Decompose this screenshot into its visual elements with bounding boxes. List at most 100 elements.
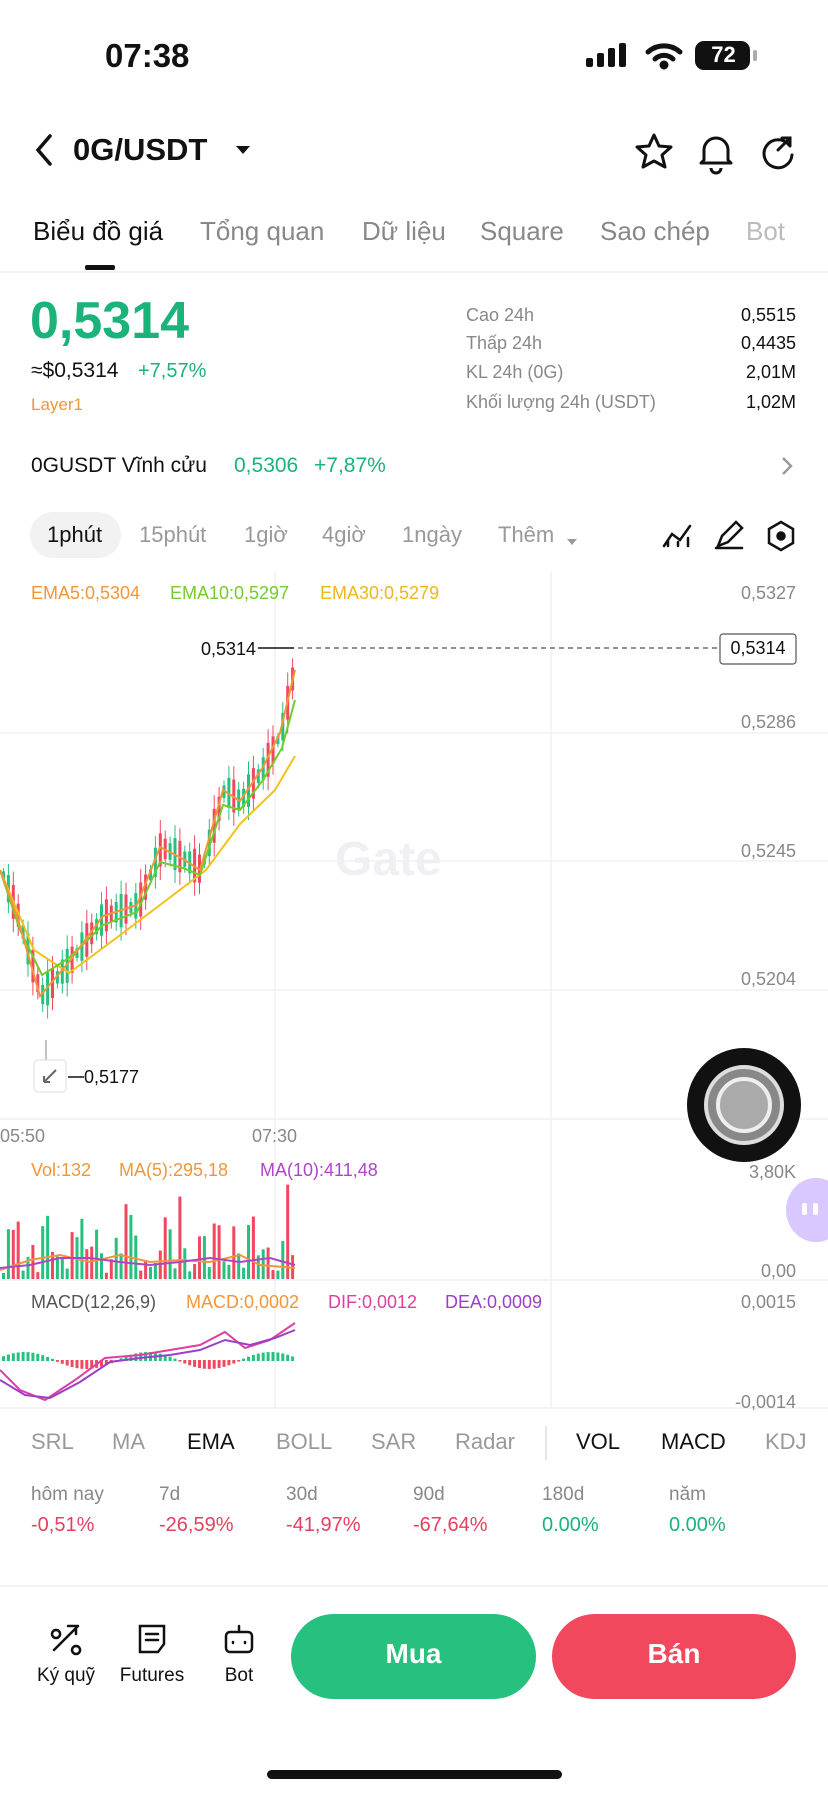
sell-label: Bán <box>647 1638 701 1669</box>
his <box>271 1352 275 1361</box>
tab[interactable]: Square <box>480 216 564 246</box>
tool-label[interactable]: Futures <box>119 1665 185 1686</box>
tag[interactable]: Layer1 <box>31 395 83 414</box>
candle <box>100 904 103 936</box>
interval[interactable]: 1ngày <box>402 522 462 547</box>
vol <box>251 1216 255 1279</box>
vol <box>85 1249 89 1279</box>
battery-tip <box>753 50 757 61</box>
his <box>291 1356 295 1361</box>
his <box>183 1360 187 1364</box>
candle <box>153 847 157 878</box>
indicator[interactable]: EMA <box>187 1429 235 1454</box>
indicator[interactable]: KDJ <box>765 1429 807 1454</box>
candle <box>60 959 64 984</box>
tool-label[interactable]: Bot <box>224 1665 254 1686</box>
vol <box>60 1257 64 1279</box>
vol <box>227 1264 231 1279</box>
interval[interactable]: 4giờ <box>322 522 366 547</box>
candle <box>271 736 275 764</box>
tab[interactable]: Biểu đồ giá <box>33 216 164 246</box>
back-icon[interactable] <box>35 134 52 166</box>
sell-button[interactable] <box>552 1614 796 1699</box>
vol <box>114 1237 118 1279</box>
vol <box>36 1272 40 1279</box>
candle <box>95 919 99 935</box>
candle <box>217 796 221 821</box>
perp-name[interactable]: 0GUSDT Vĩnh cửu <box>31 454 207 477</box>
interval[interactable]: 1giờ <box>244 522 288 547</box>
his <box>188 1360 192 1366</box>
candle <box>158 833 162 867</box>
share-icon[interactable] <box>762 136 794 170</box>
tab[interactable]: Tổng quan <box>200 216 325 246</box>
vol <box>100 1253 103 1279</box>
pair[interactable]: 0G/USDT <box>73 132 208 167</box>
indicator[interactable]: MACD <box>661 1429 726 1454</box>
candle <box>266 742 270 777</box>
stat-label: Khối lượng 24h (USDT) <box>466 392 656 412</box>
candle <box>65 948 69 983</box>
vol <box>65 1268 69 1279</box>
his <box>90 1360 94 1369</box>
his <box>31 1352 35 1361</box>
stat-value: 2,01M <box>745 362 796 382</box>
vol <box>173 1268 177 1279</box>
vol <box>183 1248 187 1279</box>
his <box>193 1360 197 1367</box>
interval[interactable]: 15phút <box>139 522 207 547</box>
candle <box>90 922 94 945</box>
tab[interactable]: Bot <box>746 216 786 246</box>
bell-icon[interactable] <box>699 136 733 175</box>
his <box>266 1352 270 1361</box>
his <box>41 1355 45 1361</box>
period-label: hôm nay <box>31 1484 104 1505</box>
his <box>222 1360 226 1367</box>
price-change: +7,57% <box>138 360 207 382</box>
period-label: 90d <box>413 1484 445 1505</box>
candle <box>256 769 260 783</box>
tool-label[interactable]: Ký quỹ <box>36 1665 96 1686</box>
indicator[interactable]: VOL <box>576 1429 621 1454</box>
ema-legend: EMA10:0,5297 <box>170 583 290 603</box>
buy-label: Mua <box>385 1638 442 1669</box>
perp-change: +7,87% <box>314 454 386 477</box>
macd-legend: MACD(12,26,9) <box>31 1292 157 1312</box>
tab[interactable]: Dữ liệu <box>362 216 446 246</box>
candle <box>36 974 40 993</box>
indicator[interactable]: MA <box>112 1429 145 1454</box>
dropdown-caret[interactable] <box>236 146 250 154</box>
chevron[interactable] <box>782 457 793 475</box>
expand-icon <box>43 1069 57 1083</box>
vol <box>80 1218 84 1279</box>
candle <box>261 757 265 781</box>
chart-grid <box>0 572 828 1409</box>
perp-price: 0,5306 <box>234 454 299 477</box>
interval[interactable]: 1phút <box>47 522 103 547</box>
float-button-core <box>716 1077 772 1133</box>
his <box>139 1352 143 1361</box>
buy-button[interactable] <box>291 1614 536 1699</box>
star-icon[interactable] <box>635 133 673 169</box>
vol <box>104 1272 108 1279</box>
vol <box>55 1256 59 1279</box>
candle <box>247 774 250 807</box>
more-caret[interactable] <box>567 539 577 545</box>
tab[interactable]: Sao chép <box>600 216 710 246</box>
indicator[interactable]: SAR <box>371 1429 417 1454</box>
macd-axis-label: -0,0014 <box>734 1392 796 1412</box>
assistant-pill[interactable] <box>786 1178 828 1242</box>
interval[interactable]: Thêm <box>498 522 555 547</box>
vol <box>95 1229 99 1279</box>
tool-icons[interactable] <box>50 1624 254 1656</box>
approx-price: ≈$0,5314 <box>31 359 119 382</box>
toolbar-icons[interactable] <box>662 520 795 552</box>
indicator[interactable]: Radar <box>455 1429 515 1454</box>
indicator[interactable]: BOLL <box>276 1429 333 1454</box>
vol <box>153 1262 157 1279</box>
vol <box>70 1232 74 1279</box>
wifi-icon <box>645 43 683 70</box>
indicator[interactable]: SRL <box>31 1429 74 1454</box>
assistant-eye <box>813 1203 818 1215</box>
period-value: 0.00% <box>669 1514 726 1536</box>
